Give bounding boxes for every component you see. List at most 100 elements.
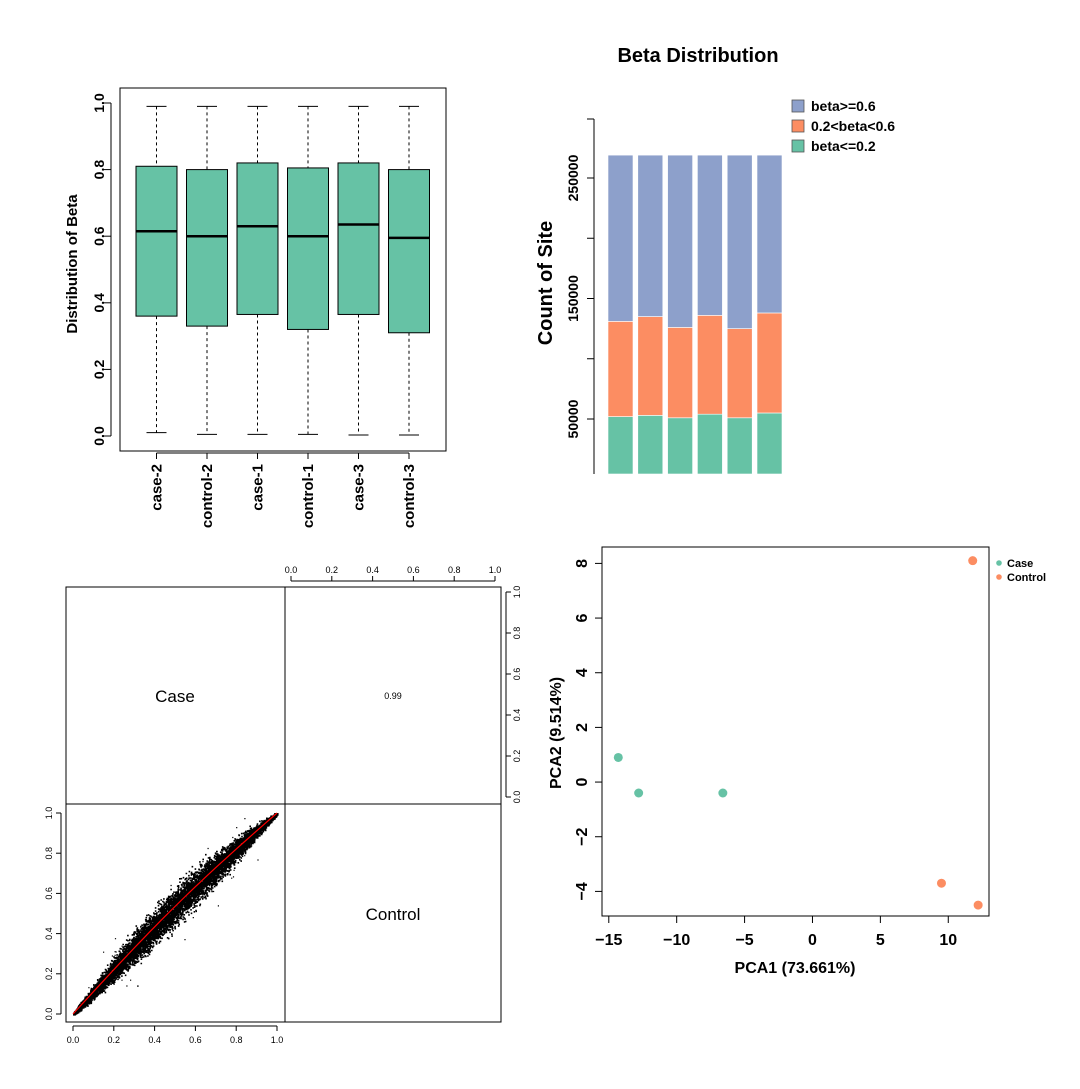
bar-segment-0.2<beta<0.6: [697, 315, 723, 415]
y-axis-title: Count of Site: [535, 221, 557, 345]
bottom-tick-label: 0.2: [108, 1035, 121, 1045]
left-tick-label: 0.2: [44, 968, 54, 981]
x-tick-label: −5: [735, 932, 753, 949]
legend-swatch: [791, 119, 805, 133]
boxplot-panel: 0.0 0.2 0.4 0.6 0.8 1.0 Distribution of Beta ca…: [64, 87, 447, 528]
diag-label-control: Control: [366, 905, 421, 924]
left-tick-label: 0.0: [44, 1008, 54, 1021]
pairs-panel: Case Control 0.99 0.0 0.0 0.0 0.0 0.2 0.2 0.2 0.2 0…: [44, 565, 522, 1045]
x-tick-label: case-1: [250, 464, 267, 511]
y-tick-label: 4: [574, 668, 591, 677]
bar-segment-beta<=0.2: [697, 413, 723, 475]
legend-label: beta>=0.6: [811, 98, 876, 114]
bar-segment-beta>=0.6: [726, 154, 753, 329]
y-tick-label: 2: [574, 723, 591, 732]
y-tick-label: 8: [574, 559, 591, 568]
right-tick-label: 1.0: [512, 586, 522, 599]
y-tick-label: 0.6: [91, 226, 107, 246]
legend-swatch: [791, 139, 805, 153]
left-tick-label: 1.0: [44, 807, 54, 820]
bar-segment-0.2<beta<0.6: [637, 316, 664, 416]
x-tick-label: case-2: [149, 464, 166, 511]
x-tick-label: control-3: [401, 464, 418, 528]
bottom-tick-label: 0.6: [189, 1035, 202, 1045]
chart-title: Beta Distribution: [617, 45, 778, 67]
top-tick-label: 0.2: [326, 565, 339, 575]
point-control: [936, 878, 946, 888]
x-tick-label: 5: [876, 932, 885, 949]
y-tick-label: 1.0: [91, 93, 107, 113]
legend-marker: [996, 574, 1002, 580]
y-tick-label: 150000: [565, 275, 581, 322]
plot-frame: [119, 87, 447, 452]
bar-segment-beta>=0.6: [756, 154, 783, 314]
point-case: [634, 788, 644, 798]
legend-label: 0.2<beta<0.6: [811, 118, 895, 134]
legend-label: Case: [1007, 558, 1033, 570]
x-tick-label: −10: [663, 932, 690, 949]
x-tick-label: control-1: [300, 464, 317, 528]
scatter-cloud: [73, 813, 279, 1016]
y-tick-label: 0.8: [91, 160, 107, 180]
bar-segment-beta>=0.6: [667, 154, 693, 328]
correlation-value: 0.99: [384, 691, 402, 701]
box-control-1: [287, 167, 329, 330]
y-tick-label: 250000: [565, 154, 581, 201]
right-tick-label: 0.0: [512, 791, 522, 804]
y-tick-label: 0.4: [91, 293, 107, 313]
y-tick-label: −4: [574, 882, 591, 900]
box-case-2: [135, 165, 178, 317]
plot-frame: [601, 546, 990, 917]
point-case: [613, 752, 623, 762]
fit-line: [72, 812, 278, 1015]
right-tick-label: 0.6: [512, 668, 522, 681]
bar-segment-beta>=0.6: [607, 154, 634, 322]
y-axis-title: PCA2 (9.514%): [548, 677, 565, 789]
left-tick-label: 0.6: [44, 887, 54, 900]
bottom-tick-label: 0.4: [148, 1035, 161, 1045]
bar-segment-beta>=0.6: [697, 154, 723, 316]
y-tick-label: 6: [574, 614, 591, 623]
bar-segment-beta<=0.2: [667, 417, 693, 475]
y-tick-label: 0.0: [91, 426, 107, 446]
box-control-3: [388, 169, 430, 334]
box-case-1: [236, 162, 279, 315]
bottom-tick-label: 0.8: [230, 1035, 243, 1045]
bar-segment-beta<=0.2: [756, 412, 783, 475]
scatter-point: [73, 813, 279, 1016]
y-tick-label: 0.2: [91, 359, 107, 379]
left-tick-label: 0.4: [44, 927, 54, 940]
bar-segment-0.2<beta<0.6: [726, 328, 753, 419]
bar-segment-0.2<beta<0.6: [667, 327, 693, 419]
bar-segment-beta<=0.2: [726, 417, 753, 475]
top-tick-label: 0.0: [285, 565, 298, 575]
x-tick-label: 10: [939, 932, 957, 949]
box-control-2: [186, 169, 228, 327]
legend-label: Control: [1007, 572, 1046, 584]
right-tick-label: 0.4: [512, 709, 522, 722]
point-control: [973, 900, 983, 910]
right-tick-label: 0.2: [512, 750, 522, 763]
bar-segment-0.2<beta<0.6: [756, 312, 783, 414]
x-tick-label: control-2: [199, 464, 216, 528]
left-tick-label: 0.8: [44, 847, 54, 860]
x-tick-label: −15: [595, 932, 622, 949]
x-axis-title: PCA1 (73.661%): [735, 960, 856, 977]
y-tick-label: −2: [574, 828, 591, 846]
bar-segment-beta>=0.6: [637, 154, 664, 317]
y-tick-label: 0: [574, 778, 591, 787]
right-tick-label: 0.8: [512, 627, 522, 640]
bar-segment-0.2<beta<0.6: [607, 321, 634, 417]
x-tick-label: 0: [808, 932, 817, 949]
top-tick-label: 0.8: [448, 565, 461, 575]
bar-segment-beta<=0.2: [607, 416, 634, 475]
top-tick-label: 0.6: [407, 565, 420, 575]
point-case: [718, 788, 728, 798]
pca-panel: −15 −10 −5 0 5 10 −4 −2 0 2 4 6 8 PCA1 (73.661%) PCA2 …: [548, 546, 1046, 977]
legend-marker: [996, 560, 1002, 566]
bottom-tick-label: 0.0: [67, 1035, 80, 1045]
top-tick-label: 0.4: [366, 565, 379, 575]
legend-label: beta<=0.2: [811, 138, 876, 154]
legend-swatch: [791, 99, 805, 113]
